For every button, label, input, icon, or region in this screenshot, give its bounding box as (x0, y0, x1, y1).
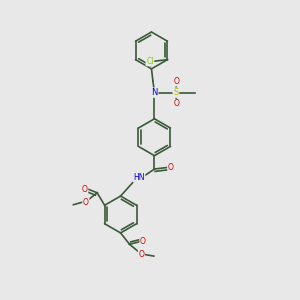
Text: O: O (138, 250, 144, 259)
Text: O: O (173, 99, 179, 108)
Text: O: O (168, 163, 174, 172)
Text: O: O (82, 185, 88, 194)
Text: O: O (83, 198, 89, 207)
Text: HN: HN (133, 173, 145, 182)
Text: Cl: Cl (146, 57, 154, 66)
Text: O: O (140, 237, 146, 246)
Text: O: O (173, 77, 179, 86)
Text: S: S (173, 88, 178, 97)
Text: N: N (151, 88, 158, 97)
